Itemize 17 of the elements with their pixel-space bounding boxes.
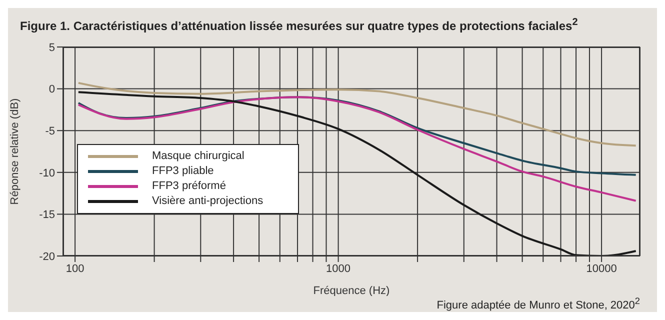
text: Figure adaptée de Munro et Stone, 2020$^{2}$ xyxy=(436,296,640,312)
y-tick-label: -10 xyxy=(39,167,55,180)
x-axis-title: Fréquence (Hz) xyxy=(313,285,390,297)
y-tick-label: -20 xyxy=(39,250,55,263)
y-axis-title: Réponse relative (dB) xyxy=(8,98,21,205)
legend-label: Masque chirurgical xyxy=(152,149,244,164)
legend-label: Visière anti-projections xyxy=(152,194,264,209)
chart-title: Figure 1. Caractéristiques d’atténuation lissée mesurées sur quatre types de protections faciales$^{2}$ xyxy=(19,16,579,35)
x-tick-label: 100 xyxy=(66,262,84,275)
legend-label: FFP3 pliable xyxy=(152,164,214,179)
x-tick-label: 10000 xyxy=(586,262,617,275)
y-tick-label: -5 xyxy=(45,126,55,138)
legend-label: FFP3 préformé xyxy=(152,179,226,194)
x-tick-label: 1000 xyxy=(326,262,351,275)
y-tick-label: -15 xyxy=(39,209,55,222)
y-tick-label: 5 xyxy=(48,42,55,54)
y-tick-label: 0 xyxy=(48,84,55,96)
